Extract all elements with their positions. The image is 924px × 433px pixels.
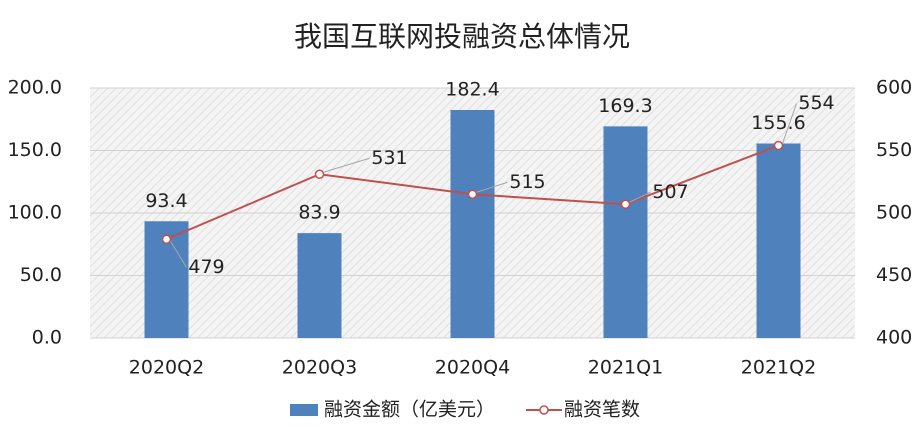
x-tick-label: 2020Q3 — [282, 357, 357, 379]
y-tick-label: 0.0 — [32, 327, 62, 349]
y-tick-label: 100.0 — [8, 202, 62, 224]
bar — [756, 143, 801, 338]
y2-tick-label: 450 — [876, 264, 912, 286]
y-tick-label: 150.0 — [8, 139, 62, 161]
line-value-label: 531 — [371, 147, 407, 169]
bar-value-label: 83.9 — [298, 202, 340, 224]
x-tick-label: 2021Q2 — [741, 357, 816, 379]
bar-value-label: 93.4 — [145, 190, 187, 212]
y2-tick-label: 550 — [876, 139, 912, 161]
y2-tick-label: 400 — [876, 327, 912, 349]
line-marker — [773, 140, 784, 151]
x-tick-label: 2021Q1 — [588, 357, 663, 379]
chart-title: 我国互联网投融资总体情况 — [294, 20, 630, 53]
bar — [450, 110, 495, 338]
line-value-label: 507 — [652, 181, 688, 203]
legend-swatch — [290, 404, 318, 416]
legend-label: 融资笔数 — [564, 399, 640, 421]
line-value-label: 515 — [509, 171, 545, 193]
leader-line — [323, 157, 370, 173]
bar-value-label: 182.4 — [445, 79, 499, 101]
y-tick-label: 200.0 — [8, 77, 62, 99]
line-marker — [467, 189, 478, 199]
x-tick-label: 2020Q4 — [435, 357, 510, 379]
bar-value-label: 155.6 — [751, 112, 805, 134]
leader-line — [476, 181, 508, 193]
x-tick-label: 2020Q2 — [129, 357, 204, 379]
legend-label: 融资金额（亿美元） — [324, 399, 495, 421]
legend-swatch — [539, 405, 549, 415]
y2-tick-label: 600 — [876, 77, 912, 99]
bar — [297, 233, 342, 338]
y2-tick-label: 500 — [876, 202, 912, 224]
leader-line — [629, 191, 651, 203]
bar — [603, 126, 648, 338]
line-marker — [161, 234, 172, 244]
line-value-label: 479 — [188, 256, 224, 278]
y-tick-label: 50.0 — [20, 264, 62, 286]
line-marker — [620, 199, 631, 209]
line-marker — [314, 169, 325, 179]
leader-line — [782, 103, 797, 144]
line-value-label: 554 — [798, 92, 834, 114]
leader-line — [170, 240, 187, 268]
bar-value-label: 169.3 — [598, 95, 652, 117]
